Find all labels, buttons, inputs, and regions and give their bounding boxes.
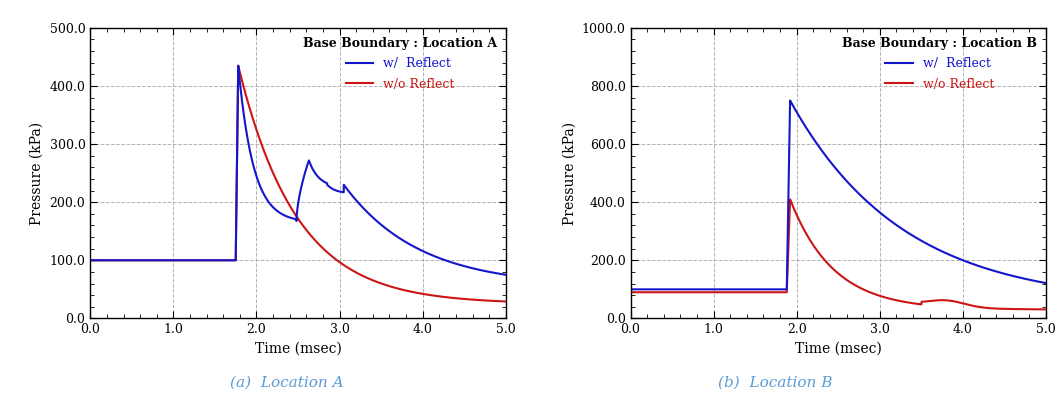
w/  Reflect (392, 235, 405, 240)
w/o Reflect (870, 292, 883, 297)
w/  Reflect (932, 248, 945, 252)
w/o Reflect (955, 300, 967, 305)
w/  Reflect (348, 196, 361, 201)
X-axis label: Time (msec): Time (msec) (794, 342, 881, 356)
Line: w/o Reflect: w/o Reflect (631, 199, 1046, 309)
Y-axis label: Pressure (kPa): Pressure (kPa) (562, 121, 577, 225)
w/  Reflect (499, 272, 512, 277)
w/o Reflect (84, 258, 97, 263)
w/  Reflect (888, 221, 901, 226)
w/o Reflect (232, 63, 244, 68)
w/  Reflect (624, 287, 637, 292)
Legend: w/  Reflect, w/o Reflect: w/ Reflect, w/o Reflect (837, 31, 1042, 96)
w/o Reflect (414, 291, 427, 296)
w/o Reflect (932, 298, 945, 302)
Text: (a)  Location A: (a) Location A (230, 376, 343, 390)
w/o Reflect (348, 269, 361, 274)
w/o Reflect (774, 290, 787, 295)
w/  Reflect (232, 63, 244, 68)
w/  Reflect (414, 248, 427, 252)
w/  Reflect (1040, 281, 1052, 285)
w/o Reflect (645, 290, 657, 295)
w/o Reflect (1040, 307, 1052, 312)
w/  Reflect (645, 287, 657, 292)
Legend: w/  Reflect, w/o Reflect: w/ Reflect, w/o Reflect (298, 31, 502, 96)
Line: w/  Reflect: w/ Reflect (631, 101, 1046, 289)
w/o Reflect (330, 257, 343, 262)
Y-axis label: Pressure (kPa): Pressure (kPa) (30, 121, 44, 225)
w/  Reflect (105, 258, 118, 263)
Text: (b)  Location B: (b) Location B (718, 376, 833, 390)
w/o Reflect (499, 299, 512, 304)
Line: w/o Reflect: w/o Reflect (90, 66, 506, 301)
w/o Reflect (105, 258, 118, 263)
Line: w/  Reflect: w/ Reflect (90, 66, 506, 275)
w/o Reflect (888, 297, 901, 302)
w/o Reflect (624, 290, 637, 295)
w/  Reflect (84, 258, 97, 263)
X-axis label: Time (msec): Time (msec) (255, 342, 342, 356)
w/  Reflect (870, 207, 883, 212)
w/o Reflect (392, 286, 405, 291)
w/  Reflect (774, 287, 787, 292)
w/o Reflect (235, 74, 247, 78)
w/  Reflect (330, 188, 343, 193)
w/  Reflect (955, 257, 967, 262)
w/  Reflect (235, 88, 247, 93)
w/  Reflect (784, 98, 796, 103)
w/o Reflect (784, 197, 796, 202)
